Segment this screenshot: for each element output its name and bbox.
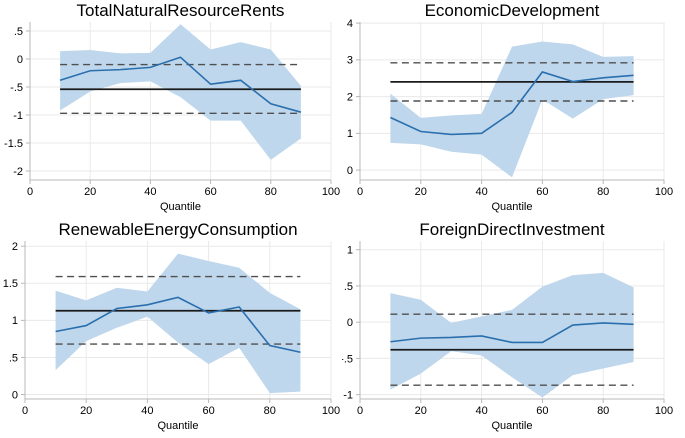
x-tick-label: 40	[144, 186, 156, 198]
x-axis-label: Quantile	[160, 201, 201, 213]
chart-renewable-energy-consumption: 21.51.500 20 40 60 80 100RenewableEnergyConsu…	[3, 220, 340, 432]
y-tick-label: 2	[347, 91, 353, 103]
y-tick-label: 1	[12, 315, 18, 327]
x-axis-label: Quantile	[492, 420, 533, 432]
chart-title: TotalNaturalResourceRents	[77, 1, 285, 20]
x-tick-label: 80	[597, 186, 609, 198]
x-tick-label: 100	[322, 186, 340, 198]
x-tick-label: 40	[475, 186, 487, 198]
y-tick-label: -.5	[342, 353, 353, 365]
y-tick-label: 1.5	[3, 278, 18, 290]
y-tick-label: -.5	[10, 82, 23, 94]
y-tick-label: .5	[344, 281, 353, 293]
confidence-band	[60, 24, 301, 160]
x-tick-label: 20	[415, 405, 427, 417]
x-tick-label: 80	[597, 405, 609, 417]
confidence-band	[390, 272, 634, 398]
x-tick-label: 60	[536, 405, 548, 417]
y-tick-label: 1	[347, 245, 353, 257]
x-tick-label: 20	[80, 405, 92, 417]
x-tick-label: 100	[655, 405, 673, 417]
y-tick-label: 4	[347, 18, 353, 30]
quantile-estimate-line	[55, 296, 301, 354]
chart-title: ForeignDirectInvestment	[419, 220, 604, 239]
y-tick-label: -2	[13, 166, 23, 178]
x-tick-label: 100	[322, 405, 340, 417]
x-tick-label: 40	[475, 405, 487, 417]
y-tick-label: 0	[17, 54, 23, 66]
confidence-band	[390, 41, 634, 178]
x-axis-label: Quantile	[158, 420, 199, 432]
chart-foreign-direct-investment: 1 .5 0 -.5 -1 0 20 40 60 80 100 ForeignDirectInvest…	[342, 220, 673, 432]
y-tick-label: 3	[347, 55, 353, 67]
chart-title: RenewableEnergyConsumption	[58, 220, 297, 239]
y-tick-label: 0	[347, 317, 353, 329]
x-tick-label: 0	[27, 186, 33, 198]
x-tick-label: 60	[202, 405, 214, 417]
y-tick-label: 0	[12, 389, 18, 401]
y-tick-label: 2	[12, 241, 18, 253]
y-tick-label: 1	[347, 128, 353, 140]
x-tick-label: 40	[141, 405, 153, 417]
x-tick-label: 60	[204, 186, 216, 198]
x-axis-label: Quantile	[492, 201, 533, 213]
panel-economic-development: 4 3 2 1 0 0 20 40 60 80 100 EconomicDevelopment Quan…	[342, 0, 685, 219]
chart-total-natural-resource-rents: .5 0 -.5 -1 -1.5 -2 0 20 40 60 80 100 TotalNaturalRe…	[4, 1, 340, 213]
y-tick-label: .5	[14, 26, 23, 38]
y-tick-label: -1	[13, 110, 23, 122]
y-tick-label: -1.5	[4, 138, 23, 150]
x-tick-label: 0	[22, 405, 28, 417]
quantile-estimate-line	[390, 322, 634, 344]
panel-renewable-energy-consumption: 2 1.5 1.5 0 0 20 40 60 80 100 RenewableEnergyConsu…	[0, 219, 342, 438]
panel-foreign-direct-investment: 1 .5 0 -.5 -1 0 20 40 60 80 100 ForeignDirectInvest…	[342, 219, 685, 438]
y-tick-label: .5	[9, 352, 18, 364]
x-tick-label: 100	[655, 186, 673, 198]
x-tick-label: 80	[265, 186, 277, 198]
x-tick-label: 0	[357, 186, 363, 198]
x-tick-label: 0	[357, 405, 363, 417]
x-tick-label: 20	[84, 186, 96, 198]
x-tick-label: 80	[264, 405, 276, 417]
quantile-estimate-line	[59, 56, 302, 113]
x-tick-label: 20	[415, 186, 427, 198]
quantile-estimate-line	[390, 71, 634, 136]
confidence-band	[55, 253, 301, 394]
y-tick-label: -1	[343, 390, 353, 402]
panel-total-natural-resource-rents: .5 0 -.5 -1 -1.5 -2 0 20 40 60 80 100 TotalNaturalRe…	[0, 0, 342, 219]
y-tick-label: 0	[347, 165, 353, 177]
chart-title: EconomicDevelopment	[425, 1, 600, 20]
x-tick-label: 60	[536, 186, 548, 198]
